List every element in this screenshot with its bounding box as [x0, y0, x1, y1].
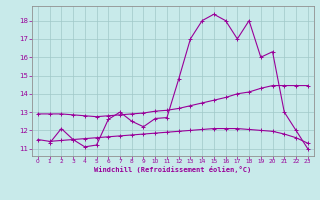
X-axis label: Windchill (Refroidissement éolien,°C): Windchill (Refroidissement éolien,°C) [94, 166, 252, 173]
